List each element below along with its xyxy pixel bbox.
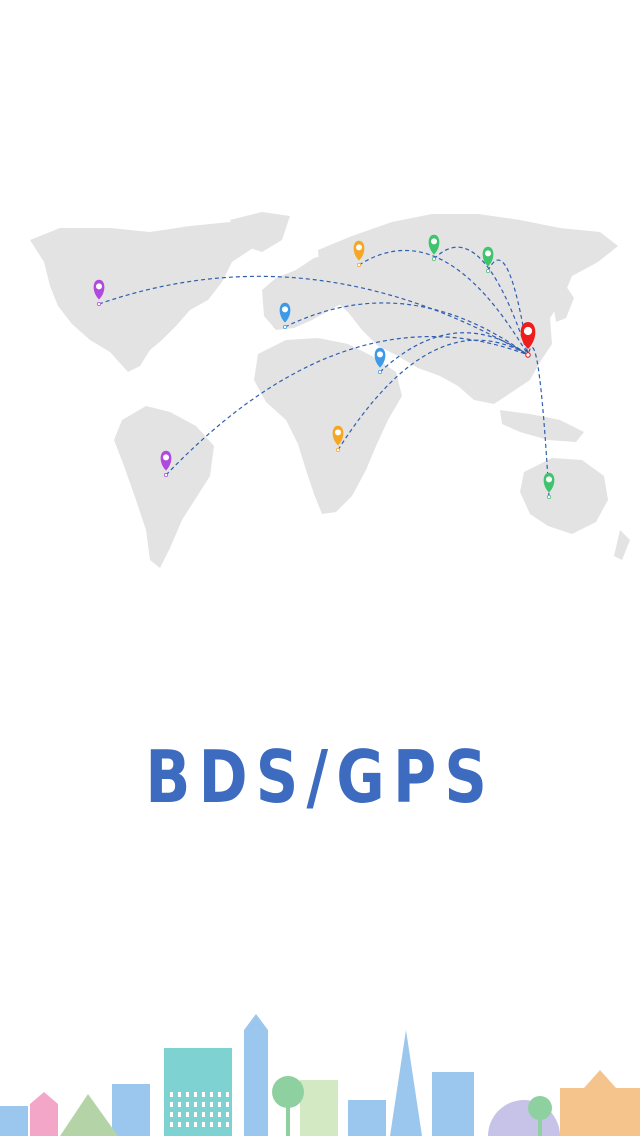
- skyline-window: [202, 1112, 205, 1117]
- skyline-window: [194, 1092, 197, 1097]
- australia-shape: [520, 458, 608, 534]
- brand-logo: BDS/GPS: [0, 735, 640, 819]
- skyline-window: [210, 1112, 213, 1117]
- skyline-school-tower: [584, 1070, 616, 1088]
- skyline-window: [186, 1112, 189, 1117]
- skyline-window: [186, 1102, 189, 1107]
- skyline-window: [226, 1102, 229, 1107]
- skyline-tower-1: [244, 1030, 268, 1136]
- skyline-window: [226, 1112, 229, 1117]
- skyline-tree-trunk-2: [538, 1108, 542, 1136]
- skyline-tree-2: [528, 1096, 552, 1120]
- skyline-window: [202, 1122, 205, 1127]
- skyline-window: [178, 1122, 181, 1127]
- route-usa: [98, 275, 529, 356]
- skyline-window: [210, 1122, 213, 1127]
- china-hub-pin-icon: [520, 322, 536, 358]
- world-map-land: [30, 212, 630, 568]
- skyline-window: [170, 1092, 173, 1097]
- route-russia-north: [433, 246, 529, 356]
- australia-pin-icon: [543, 472, 555, 500]
- skyline-window: [170, 1112, 173, 1117]
- skyline-church: [164, 1048, 232, 1136]
- skyline-tree-trunk-1: [286, 1092, 290, 1136]
- skyline-house-pink: [30, 1104, 58, 1136]
- location-pins: [93, 234, 555, 500]
- north-america-shape: [30, 222, 268, 372]
- asia-shape: [318, 214, 618, 404]
- route-siberia: [487, 259, 529, 356]
- skyline-building-1: [0, 1106, 28, 1136]
- skyline-window: [226, 1092, 229, 1097]
- skyline-window: [186, 1122, 189, 1127]
- skyline-window: [202, 1092, 205, 1097]
- brand-title: BDS/GPS: [145, 735, 495, 819]
- skyline-window: [178, 1092, 181, 1097]
- skyline-window: [194, 1102, 197, 1107]
- skyline-window: [186, 1092, 189, 1097]
- europe-pin-icon: [279, 302, 291, 330]
- route-africa: [337, 339, 529, 451]
- skyline-tree-1: [272, 1076, 304, 1108]
- skyline-roof-pink: [30, 1092, 58, 1104]
- skyline-window: [218, 1092, 221, 1097]
- south-america-shape: [114, 406, 214, 568]
- skyline-tokyo-tower: [390, 1030, 422, 1136]
- new-zealand-shape: [614, 530, 630, 560]
- skyline-window: [218, 1112, 221, 1117]
- skyline-window: [226, 1122, 229, 1127]
- indonesia-shape: [500, 410, 584, 442]
- route-middle-east: [379, 332, 529, 373]
- skyline-window: [170, 1102, 173, 1107]
- usa-pin-icon: [93, 279, 105, 307]
- skyline-window: [170, 1122, 173, 1127]
- skyline-gate: [348, 1100, 386, 1136]
- skyline-window: [218, 1122, 221, 1127]
- south-america-pin-icon: [160, 450, 172, 478]
- greenland-shape: [230, 212, 290, 252]
- skyline-window: [178, 1102, 181, 1107]
- skyline-window: [194, 1122, 197, 1127]
- middle-east-pin-icon: [374, 347, 386, 375]
- japan-shape: [552, 286, 574, 322]
- world-map: [30, 212, 630, 568]
- route-australia: [527, 346, 550, 498]
- russia-west-pin-icon: [353, 240, 365, 268]
- skyline-window: [202, 1102, 205, 1107]
- skyline-window: [194, 1112, 197, 1117]
- skyline-tower-spire: [244, 1014, 268, 1030]
- route-lines: [98, 246, 550, 498]
- city-skyline: [0, 1014, 640, 1136]
- africa-shape: [254, 338, 402, 514]
- skyline-building-4: [432, 1072, 474, 1136]
- skyline-window: [178, 1112, 181, 1117]
- skyline-building-2: [112, 1084, 150, 1136]
- skyline-window: [210, 1102, 213, 1107]
- skyline-mountain: [60, 1094, 118, 1136]
- skyline-building-3: [300, 1080, 338, 1136]
- skyline-window: [210, 1092, 213, 1097]
- siberia-pin-icon: [482, 246, 494, 274]
- route-russia-west: [358, 249, 529, 356]
- skyline-school: [560, 1088, 640, 1136]
- russia-north-pin-icon: [428, 234, 440, 262]
- skyline-window: [218, 1102, 221, 1107]
- africa-pin-icon: [332, 425, 344, 453]
